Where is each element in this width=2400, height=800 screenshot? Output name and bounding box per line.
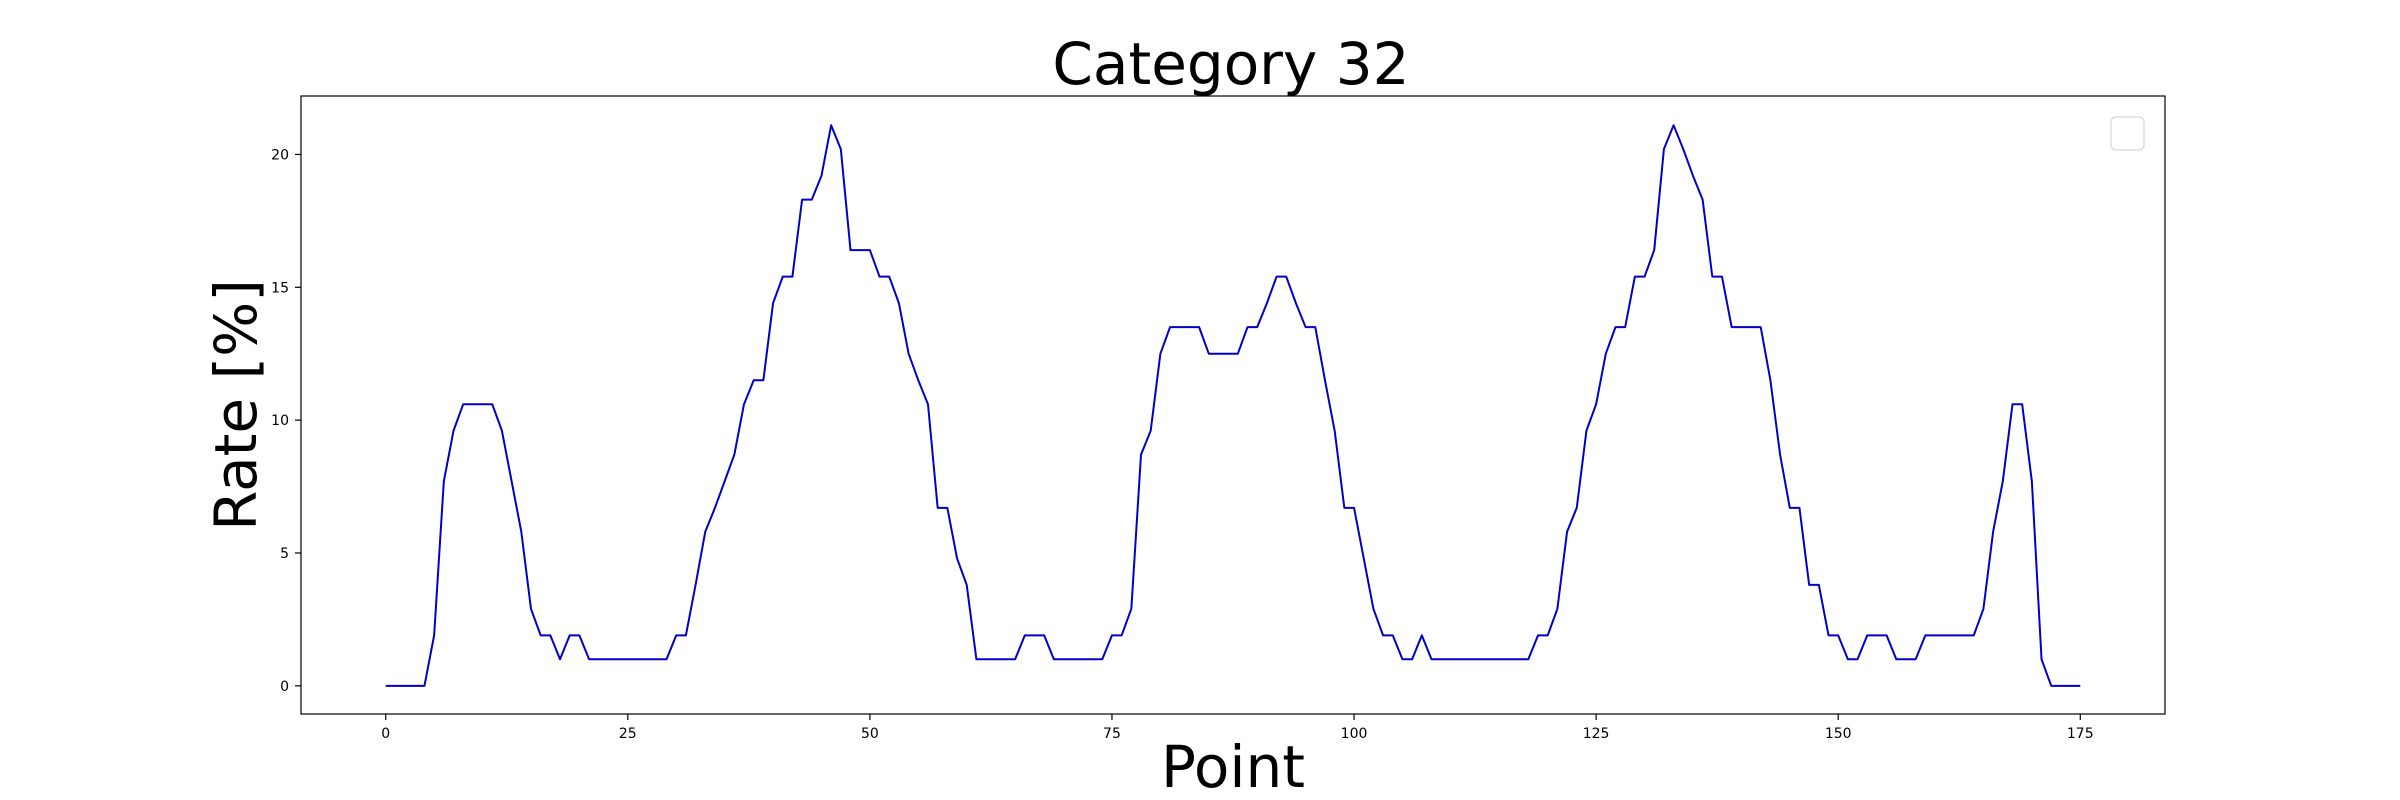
x-tick-label: 25 — [619, 726, 637, 742]
x-tick-label: 75 — [1103, 726, 1121, 742]
y-tick-label: 20 — [271, 147, 289, 163]
series-line-0 — [385, 124, 2081, 687]
x-axis: 0 25 50 75 100 125 150 175 — [381, 714, 2094, 742]
plot-frame — [300, 95, 2166, 715]
x-tick-label: 50 — [861, 726, 879, 742]
chart-title: Category 32 — [1052, 30, 1409, 98]
x-axis-label: Point — [1161, 733, 1305, 800]
y-tick-label: 0 — [280, 679, 289, 695]
x-tick-label: 100 — [1341, 726, 1368, 742]
legend-box — [2110, 116, 2145, 151]
x-tick-label: 125 — [1583, 726, 1610, 742]
y-tick-label: 5 — [280, 546, 289, 562]
y-axis: 0 5 10 15 20 — [271, 147, 301, 695]
x-tick-label: 0 — [381, 726, 390, 742]
x-tick-label: 175 — [2067, 726, 2094, 742]
plot-area — [385, 124, 2081, 687]
y-axis-label: Rate [%] — [202, 279, 270, 531]
y-tick-label: 10 — [271, 413, 289, 429]
x-tick-label: 150 — [1825, 726, 1852, 742]
y-tick-label: 15 — [271, 280, 289, 296]
